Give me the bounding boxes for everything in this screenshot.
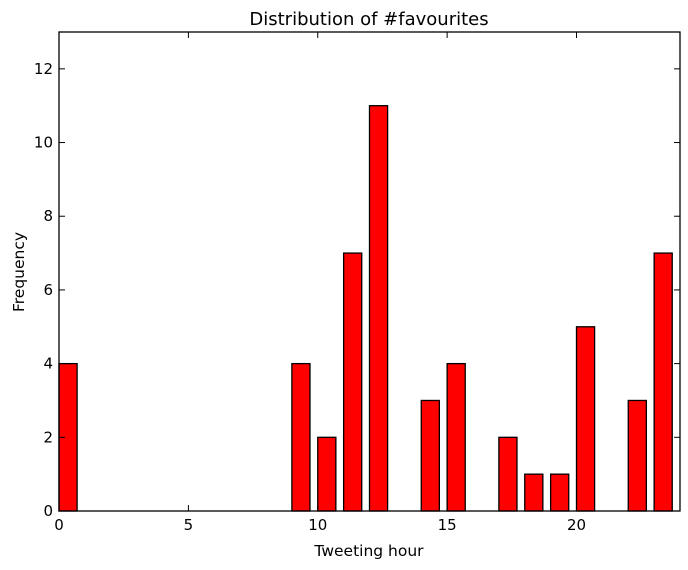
bar-hour-15 — [446, 362, 466, 512]
chart-title: Distribution of #favourites — [249, 9, 488, 30]
y-tick-label: 2 — [43, 428, 53, 446]
bar-hour-20 — [575, 326, 596, 512]
y-tick-label: 8 — [43, 207, 53, 225]
bar-hour-12 — [368, 105, 389, 512]
bar-hour-14 — [420, 399, 441, 512]
x-axis-label: Tweeting hour — [313, 542, 424, 560]
y-axis-label: Frequency — [10, 232, 28, 312]
x-tick-label: 0 — [54, 516, 64, 534]
bar-hour-22 — [627, 399, 648, 512]
bar-hour-10 — [317, 436, 337, 512]
plot-frame — [58, 31, 681, 512]
y-tick-label: 12 — [34, 60, 53, 78]
x-tick-label: 5 — [184, 516, 194, 534]
bar-hour-11 — [342, 252, 363, 512]
ticks-group: 0 5 10 15 20 0 2 4 6 8 10 12 — [34, 32, 680, 534]
x-tick-label: 10 — [308, 516, 327, 534]
x-tick-label: 15 — [438, 516, 457, 534]
y-tick-label: 6 — [43, 281, 53, 299]
bar-hour-17 — [498, 436, 518, 512]
x-tick-label: 20 — [567, 516, 586, 534]
bar-hour-18 — [524, 473, 544, 512]
bars-group — [58, 105, 673, 512]
y-tick-label: 10 — [34, 134, 53, 152]
y-tick-label: 0 — [43, 502, 53, 520]
bar-hour-9 — [291, 362, 311, 512]
bar-hour-23 — [653, 252, 673, 512]
bar-hour-19 — [549, 473, 570, 512]
y-tick-label: 4 — [43, 355, 53, 373]
